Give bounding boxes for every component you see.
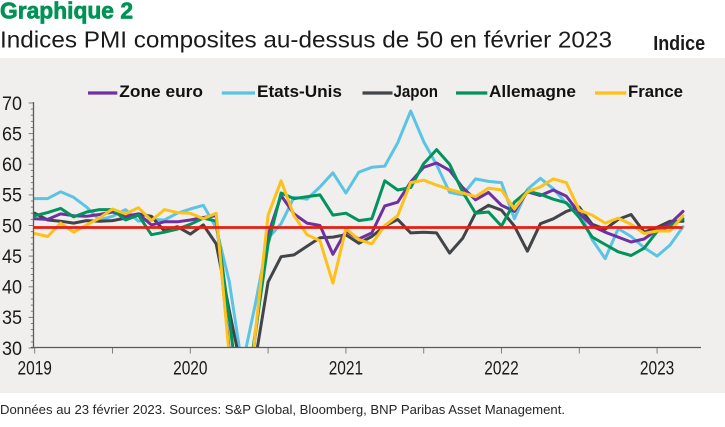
svg-text:Etats-Unis: Etats-Unis (257, 82, 342, 101)
svg-text:35: 35 (2, 308, 22, 329)
svg-text:2019: 2019 (18, 358, 52, 379)
svg-text:Zone euro: Zone euro (119, 82, 203, 101)
svg-text:Allemagne: Allemagne (489, 82, 576, 101)
svg-text:2020: 2020 (173, 358, 207, 379)
svg-text:Indices PMI composites au-dess: Indices PMI composites au-dessus de 50 e… (0, 26, 612, 52)
svg-text:2021: 2021 (329, 358, 363, 379)
svg-text:France: France (628, 82, 683, 101)
svg-text:70: 70 (2, 94, 22, 115)
svg-text:60: 60 (2, 155, 22, 176)
svg-text:40: 40 (2, 278, 22, 299)
svg-text:Données au 23 février 2023. So: Données au 23 février 2023. Sources: S&P… (0, 403, 565, 417)
svg-text:30: 30 (2, 339, 22, 360)
svg-text:50: 50 (2, 216, 22, 237)
svg-text:2023: 2023 (640, 358, 674, 379)
svg-text:Indice: Indice (653, 32, 705, 55)
svg-text:45: 45 (2, 247, 22, 268)
svg-text:Graphique 2: Graphique 2 (0, 0, 133, 24)
svg-text:Japon: Japon (394, 82, 439, 101)
svg-text:55: 55 (2, 186, 22, 207)
svg-text:2022: 2022 (484, 358, 518, 379)
svg-text:65: 65 (2, 124, 22, 145)
